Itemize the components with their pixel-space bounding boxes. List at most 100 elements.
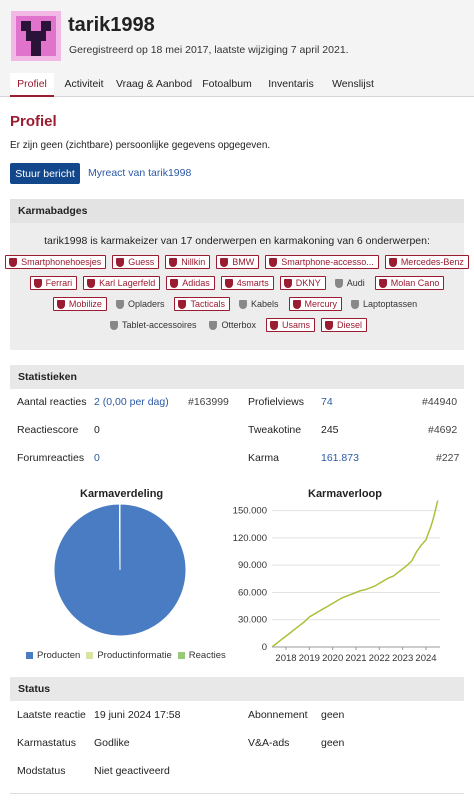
y-tick-label: 120.000 xyxy=(233,533,267,544)
karma-badge[interactable]: Smartphone-accesso... xyxy=(265,255,379,269)
profile-tabs: Profiel Activiteit Vraag & Aanbod Fotoal… xyxy=(0,73,474,97)
pie-chart-title: Karmaverdeling xyxy=(80,488,164,500)
karma-badge[interactable]: DKNY xyxy=(279,276,326,290)
karma-badge[interactable]: Laptoptassen xyxy=(348,297,421,311)
x-tick-label: 2018 xyxy=(275,653,296,664)
stat-value-karma[interactable]: 161.873 xyxy=(321,452,359,464)
page-title: Profiel xyxy=(10,113,57,130)
status-value-modstatus: Niet geactiveerd xyxy=(94,765,170,777)
karma-badge[interactable]: Mercury xyxy=(288,297,343,311)
badge-label: Mercedes-Benz xyxy=(400,257,464,267)
karma-badge[interactable]: Tacticals xyxy=(174,297,230,311)
karma-badge[interactable]: Nillkin xyxy=(165,255,211,269)
badge-label: Karl Lagerfeld xyxy=(99,278,156,288)
status-heading: Status xyxy=(10,677,464,701)
badge-shield-icon xyxy=(9,257,18,267)
karma-badge[interactable]: Kabels xyxy=(236,297,283,311)
tab-profiel[interactable]: Profiel xyxy=(10,73,54,97)
status-value-abonnement: geen xyxy=(321,709,345,721)
badge-shield-icon xyxy=(178,299,187,309)
badge-row: Mobilize Opladers Tacticals Kabels Mercury La… xyxy=(18,297,456,311)
tab-inventaris[interactable]: Inventaris xyxy=(268,78,314,90)
tab-activiteit[interactable]: Activiteit xyxy=(64,78,104,90)
stat-rank-karma: #227 xyxy=(436,452,460,464)
status-label-laatste-reactie: Laatste reactie xyxy=(17,709,86,721)
divider xyxy=(10,793,464,794)
badge-label: Tablet-accessoires xyxy=(121,320,197,330)
stat-rank-reacties: #163999 xyxy=(188,396,229,408)
stat-value-reacties[interactable]: 2 (0,00 per dag) xyxy=(94,396,169,408)
status-label-abonnement: Abonnement xyxy=(248,709,308,721)
badge-label: Otterbox xyxy=(221,320,256,330)
badge-label: 4smarts xyxy=(236,278,269,288)
badge-shield-icon xyxy=(388,257,397,267)
badge-label: Guess xyxy=(128,257,155,267)
karma-badge[interactable]: Opladers xyxy=(113,297,169,311)
karma-line-series xyxy=(272,500,439,648)
karma-badge[interactable]: Adidas xyxy=(166,276,215,290)
x-tick-label: 2022 xyxy=(369,653,390,664)
legend-label: Reacties xyxy=(188,650,226,661)
badge-shield-icon xyxy=(378,278,387,288)
status-value-va-ads: geen xyxy=(321,737,345,749)
badge-shield-icon xyxy=(269,257,278,267)
badge-row: Ferrari Karl Lagerfeld Adidas 4smarts DKNY Au… xyxy=(18,276,456,290)
karmaverloop-line-chart: 0 30.000 60.000 90.000 120.000 150.000 2018 201… xyxy=(233,500,440,664)
stat-label-tweakotine: Tweakotine xyxy=(248,424,302,436)
send-message-button[interactable]: Stuur bericht xyxy=(10,163,80,184)
stat-value-forumreacties[interactable]: 0 xyxy=(94,452,100,464)
karma-badge[interactable]: Karl Lagerfeld xyxy=(83,276,161,290)
line-chart-title: Karmaverloop xyxy=(308,488,382,500)
karma-badge[interactable]: Mercedes-Benz xyxy=(384,255,469,269)
karma-badge[interactable]: Mobilize xyxy=(52,297,107,311)
karma-badge[interactable]: BMW xyxy=(216,255,260,269)
username: tarik1998 xyxy=(68,14,155,36)
badge-label: Audi xyxy=(346,278,365,288)
x-tick-label: 2023 xyxy=(392,653,413,664)
x-tick-label: 2024 xyxy=(415,653,436,664)
badge-shield-icon xyxy=(116,257,125,267)
stats-heading: Statistieken xyxy=(10,365,464,389)
badge-shield-icon xyxy=(170,278,179,288)
stat-value-profielviews[interactable]: 74 xyxy=(321,396,333,408)
badge-label: Opladers xyxy=(127,299,165,309)
tab-fotoalbum[interactable]: Fotoalbum xyxy=(202,78,252,90)
karma-badge[interactable]: Usams xyxy=(266,318,316,332)
tab-vraag-aanbod[interactable]: Vraag & Aanbod xyxy=(115,78,193,90)
stat-rank-profielviews: #44940 xyxy=(422,396,458,408)
karma-badge[interactable]: Smartphonehoesjes xyxy=(5,255,107,269)
badge-label: Mercury xyxy=(304,299,338,309)
status-label-va-ads: V&A-ads xyxy=(248,737,290,749)
badge-shield-icon xyxy=(334,278,343,288)
badge-shield-icon xyxy=(115,299,124,309)
pie-legend: Producten Productinformatie Reacties xyxy=(26,650,226,661)
badge-shield-icon xyxy=(270,320,278,330)
y-tick-label: 150.000 xyxy=(233,506,267,517)
x-tick-label: 2019 xyxy=(299,653,320,664)
myreact-link[interactable]: Myreact van tarik1998 xyxy=(88,167,192,179)
stat-value-reactiescore: 0 xyxy=(94,424,100,436)
karmabadges-heading: Karmabadges xyxy=(10,199,464,223)
karma-badge[interactable]: Ferrari xyxy=(29,276,78,290)
x-tick-label: 2021 xyxy=(345,653,366,664)
legend-item: Producten xyxy=(26,650,80,661)
karma-badge[interactable]: Molan Cano xyxy=(374,276,445,290)
karma-badge[interactable]: Tablet-accessoires xyxy=(107,318,201,332)
tab-wenslijst[interactable]: Wenslijst xyxy=(332,78,374,90)
stat-value-tweakotine: 245 xyxy=(321,424,339,436)
karma-badge[interactable]: Audi xyxy=(332,276,369,290)
stat-label-forumreacties: Forumreacties xyxy=(17,452,85,464)
karma-badge[interactable]: 4smarts xyxy=(220,276,274,290)
badge-shield-icon xyxy=(169,257,178,267)
badge-shield-icon xyxy=(220,257,229,267)
badge-shield-icon xyxy=(292,299,301,309)
status-label-modstatus: Modstatus xyxy=(17,765,66,777)
badge-row: Smartphonehoesjes Guess Nillkin BMW Smartpho… xyxy=(5,255,469,269)
karmabadges-panel: Karmabadges tarik1998 is karmakeizer van… xyxy=(5,199,469,350)
karma-summary: tarik1998 is karmakeizer van 17 onderwer… xyxy=(44,235,430,247)
karma-badge[interactable]: Diesel xyxy=(321,318,368,332)
karma-badge[interactable]: Guess xyxy=(112,255,160,269)
stat-label-reactiescore: Reactiescore xyxy=(17,424,79,436)
badge-shield-icon xyxy=(224,278,233,288)
karma-badge[interactable]: Otterbox xyxy=(206,318,260,332)
